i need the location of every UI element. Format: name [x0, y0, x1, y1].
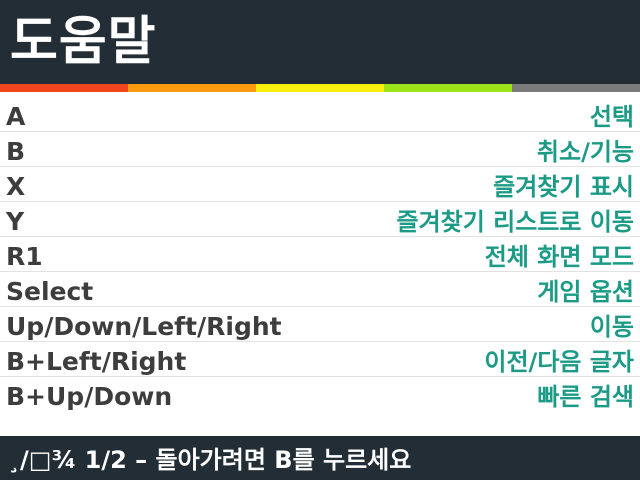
- binding-key: B+Up/Down: [6, 382, 173, 411]
- binding-action: 전체 화면 모드: [484, 243, 634, 271]
- color-stripe: [0, 84, 640, 92]
- binding-row: B+Left/Right 이전/다음 글자: [0, 342, 640, 377]
- binding-row: A 선택: [0, 97, 640, 132]
- binding-key: Up/Down/Left/Right: [6, 312, 282, 341]
- binding-row: B 취소/기능: [0, 132, 640, 167]
- stripe-segment-yellow: [256, 84, 384, 92]
- binding-row: B+Up/Down 빠른 검색: [0, 377, 640, 412]
- binding-row: Y 즐겨찾기 리스트로 이동: [0, 202, 640, 237]
- stripe-segment-green: [384, 84, 512, 92]
- binding-key: Select: [6, 277, 94, 306]
- binding-key: A: [6, 102, 26, 131]
- binding-action: 이전/다음 글자: [484, 348, 634, 376]
- help-header: 도움말: [0, 0, 640, 84]
- binding-row: X 즐겨찾기 표시: [0, 167, 640, 202]
- binding-key: B: [6, 137, 26, 166]
- binding-action: 게임 옵션: [537, 278, 634, 306]
- binding-key: R1: [6, 242, 43, 271]
- stripe-segment-gray: [512, 84, 640, 92]
- binding-action: 즐겨찾기 표시: [493, 173, 634, 201]
- binding-action: 선택: [589, 103, 634, 131]
- binding-action: 이동: [589, 313, 634, 341]
- stripe-segment-orange: [128, 84, 256, 92]
- binding-action: 취소/기능: [536, 138, 634, 166]
- binding-action: 즐겨찾기 리스트로 이동: [396, 208, 634, 236]
- binding-row: R1 전체 화면 모드: [0, 237, 640, 272]
- binding-key: B+Left/Right: [6, 347, 187, 376]
- binding-row: Select 게임 옵션: [0, 272, 640, 307]
- help-footer: ¸/□¾ 1/2 – 돌아가려면 B를 누르세요: [0, 436, 640, 480]
- binding-action: 빠른 검색: [537, 383, 634, 411]
- footer-hint: ¸/□¾ 1/2 – 돌아가려면 B를 누르세요: [8, 446, 412, 474]
- binding-key: Y: [6, 207, 25, 236]
- page-title: 도움말: [10, 12, 157, 72]
- binding-key: X: [6, 172, 26, 201]
- stripe-segment-red: [0, 84, 128, 92]
- binding-list: A 선택 B 취소/기능 X 즐겨찾기 표시 Y 즐겨찾기 리스트로 이동 R1…: [0, 97, 640, 412]
- binding-row: Up/Down/Left/Right 이동: [0, 307, 640, 342]
